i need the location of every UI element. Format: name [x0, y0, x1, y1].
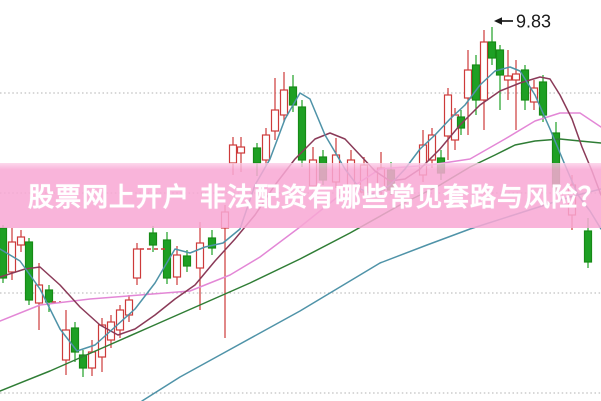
candle-body: [487, 41, 497, 59]
candle-body: [456, 116, 466, 129]
candle-body: [538, 81, 548, 116]
candle-body: [132, 248, 142, 279]
ma-line-maroon: [0, 76, 601, 336]
candle-body: [228, 144, 238, 164]
candle-body: [182, 255, 192, 267]
candle-body: [172, 254, 182, 278]
candle-body: [583, 230, 593, 263]
candle-body: [511, 73, 521, 81]
candle-body: [252, 147, 262, 164]
candle-body: [463, 69, 473, 99]
candle-body: [78, 354, 88, 369]
candle-body: [503, 75, 513, 81]
headline-banner: 股票网上开户 非法配资有哪些常见套路与风险？: [0, 163, 601, 228]
price-annotation: 9.83: [494, 12, 551, 32]
candle-body: [16, 236, 26, 246]
candle-body: [261, 134, 271, 161]
ma-line-teal: [0, 66, 601, 352]
candle-body: [148, 232, 158, 246]
candle-body: [44, 289, 54, 303]
candle-body: [195, 242, 205, 269]
annotation-arrowhead-icon: [494, 17, 502, 25]
candle-body: [297, 106, 307, 161]
headline-text: 股票网上开户 非法配资有哪些常见套路与风险？: [28, 183, 601, 213]
candle-body: [495, 49, 505, 76]
candle-body: [236, 146, 246, 154]
candle-body: [162, 239, 172, 279]
candle-body: [427, 134, 437, 161]
candle-body: [443, 94, 453, 137]
candle-body: [70, 327, 80, 353]
candle-body: [24, 241, 34, 301]
candle-body: [279, 89, 289, 116]
price-annotation-label: 9.83: [516, 12, 551, 32]
candle-body: [270, 109, 280, 132]
candle-body: [207, 237, 217, 249]
candle-body: [529, 87, 539, 103]
candle-body: [61, 329, 71, 361]
candle-body: [471, 64, 481, 101]
candle-body: [479, 41, 489, 101]
